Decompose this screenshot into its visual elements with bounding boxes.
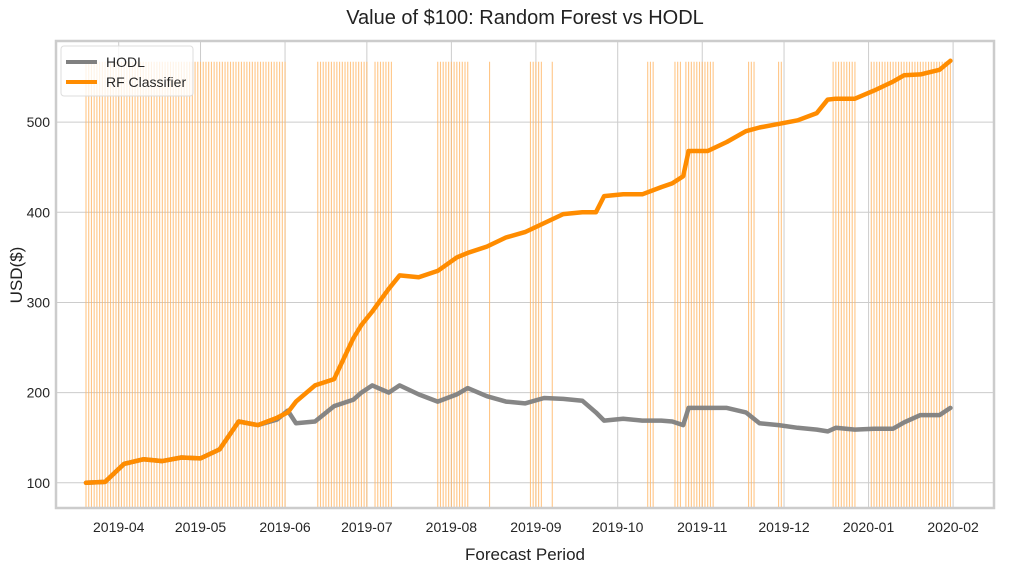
x-tick-label-9: 2020-01 [843,519,895,535]
y-tick-label-0: 100 [27,475,51,491]
x-tick-label-6: 2019-10 [592,519,644,535]
chart-title: Value of $100: Random Forest vs HODL [346,7,704,29]
y-axis-ticks: 100 200 300 400 500 [27,114,51,491]
series-line-rf-classifier [83,58,953,486]
y-tick-label-3: 400 [27,204,51,220]
y-tick-label-1: 200 [27,385,51,401]
x-tick-label-8: 2019-12 [758,519,810,535]
x-tick-label-4: 2019-08 [426,519,478,535]
legend-label-rf-classifier: RF Classifier [106,74,186,90]
x-tick-label-3: 2019-07 [341,519,393,535]
x-tick-label-5: 2019-09 [510,519,562,535]
y-tick-label-4: 500 [27,114,51,130]
x-tick-label-2: 2019-06 [259,519,311,535]
x-axis-ticks: 2019-04 2019-05 2019-06 2019-07 2019-08 2019-… [93,519,979,535]
plot-frame [54,39,996,510]
signal-bands [85,61,951,508]
x-tick-label-0: 2019-04 [93,519,145,535]
legend: HODL RF Classifier [60,45,194,97]
x-axis-label: Forecast Period [465,545,585,564]
x-tick-label-1: 2019-05 [175,519,227,535]
series-lines [83,58,953,486]
legend-label-hodl: HODL [106,54,145,70]
x-tick-label-10: 2020-02 [927,519,979,535]
x-tick-label-7: 2019-11 [677,519,728,535]
y-axis-label: USD($) [7,247,26,304]
y-tick-label-2: 300 [27,294,51,310]
